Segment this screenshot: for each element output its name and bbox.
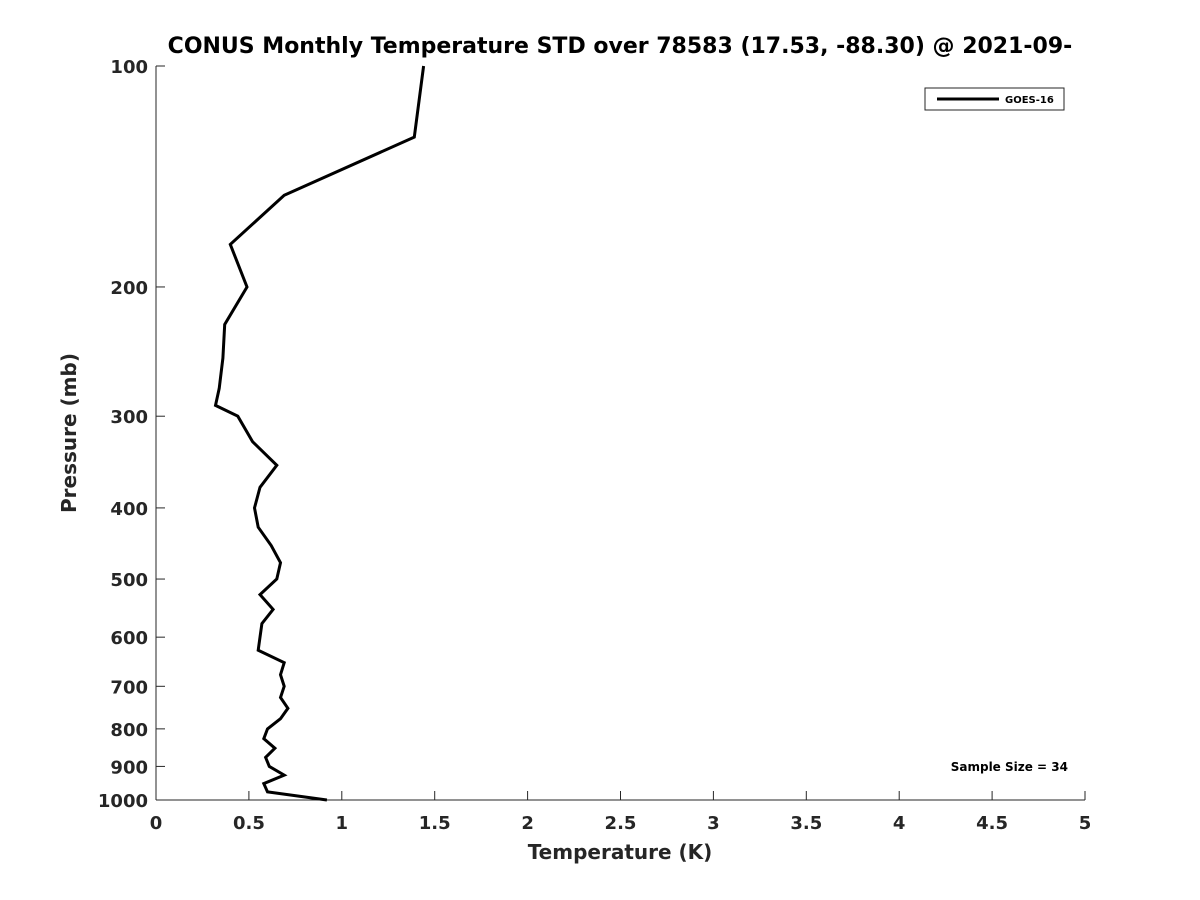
y-tick-label: 400: [110, 499, 148, 520]
x-tick-label: 0: [150, 813, 163, 834]
y-tick-label: 500: [110, 570, 148, 591]
x-tick-label: 0.5: [233, 813, 265, 834]
y-axis-label: Pressure (mb): [57, 353, 81, 513]
y-tick-label: 200: [110, 278, 148, 299]
y-tick-label: 1000: [98, 791, 148, 812]
y-tick-label: 100: [110, 57, 148, 78]
y-tick-label: 300: [110, 407, 148, 428]
y-tick-label: 900: [110, 757, 148, 778]
y-tick-label: 600: [110, 628, 148, 649]
x-tick-label: 3: [707, 813, 720, 834]
x-tick-label: 4: [893, 813, 906, 834]
x-tick-label: 5: [1079, 813, 1092, 834]
y-axis-ticks: 100 200 300 400 500 600 700 800 900 1000: [98, 57, 165, 812]
x-tick-label: 1.5: [419, 813, 451, 834]
x-axis-label: Temperature (K): [528, 840, 713, 864]
series-line-goes-16: [213, 65, 426, 802]
legend: GOES-16: [924, 87, 1065, 111]
x-tick-label: 4.5: [976, 813, 1008, 834]
x-tick-label: 2: [521, 813, 534, 834]
series-layer: [213, 65, 426, 802]
y-tick-label: 700: [110, 677, 148, 698]
x-tick-label: 2.5: [605, 813, 637, 834]
sample-size-annotation: Sample Size = 34: [951, 760, 1068, 774]
legend-label: GOES-16: [1005, 95, 1054, 106]
x-tick-label: 1: [336, 813, 349, 834]
x-tick-label: 3.5: [790, 813, 822, 834]
x-axis-ticks: 0 0.5 1 1.5 2 2.5 3 3.5 4 4.5 5: [150, 791, 1092, 834]
y-tick-label: 800: [110, 720, 148, 741]
chart-title: CONUS Monthly Temperature STD over 78583…: [168, 34, 1073, 59]
